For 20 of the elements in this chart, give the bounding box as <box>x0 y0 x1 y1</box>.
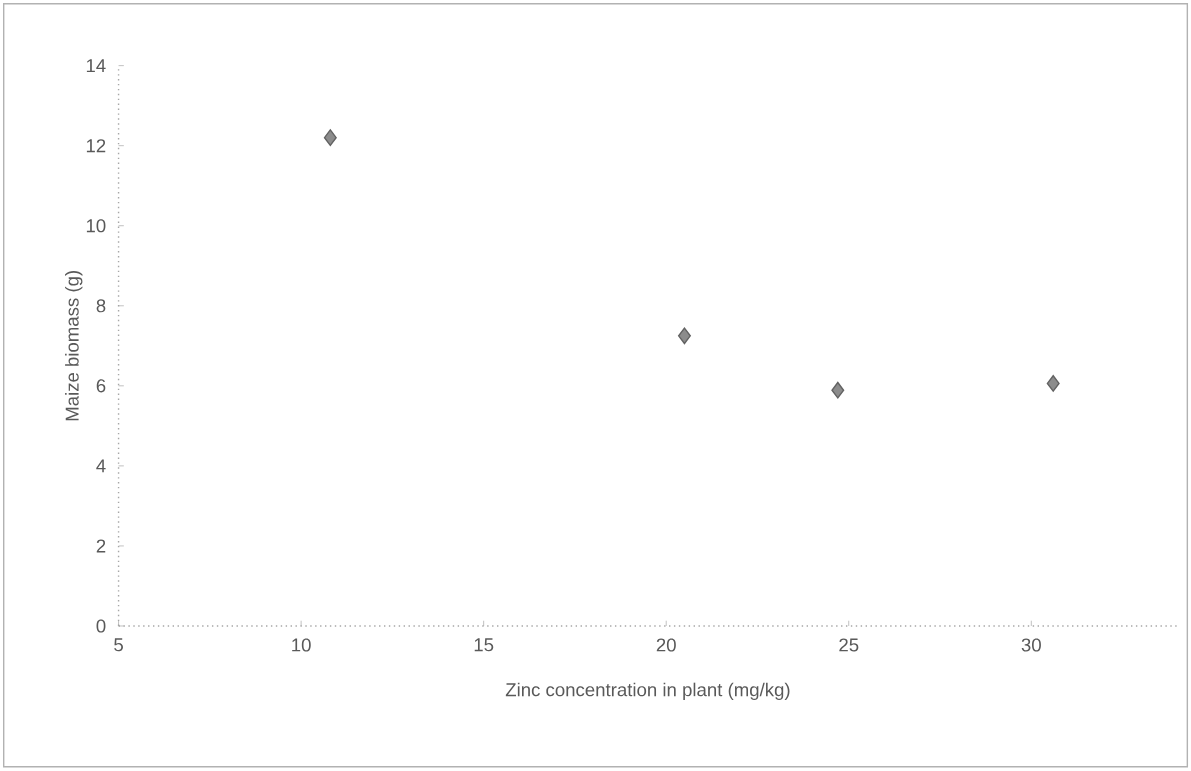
x-axis-title: Zinc concentration in plant (mg/kg) <box>505 682 790 701</box>
point <box>323 129 337 147</box>
y-axis-title: Maize biomass (g) <box>65 271 83 421</box>
y-tick-label: 4 <box>96 459 106 473</box>
y-tick-label: 10 <box>86 219 106 233</box>
y-tick-label: 6 <box>96 379 106 393</box>
point <box>677 327 691 345</box>
y-tick-label: 0 <box>96 619 106 633</box>
y-tick-label: 14 <box>86 59 106 73</box>
point <box>1046 375 1060 393</box>
x-tick-label: 30 <box>1021 638 1041 652</box>
y-tick-label: 2 <box>96 539 106 553</box>
x-tick-label: 10 <box>292 638 311 652</box>
y-tick-label: 12 <box>86 139 106 153</box>
point <box>831 382 845 399</box>
x-tick-label: 15 <box>474 638 494 652</box>
y-tick-label: 8 <box>96 299 106 313</box>
x-tick-label: 25 <box>839 638 859 652</box>
x-tick-label: 20 <box>656 638 676 652</box>
x-tick-label: 5 <box>114 638 123 652</box>
